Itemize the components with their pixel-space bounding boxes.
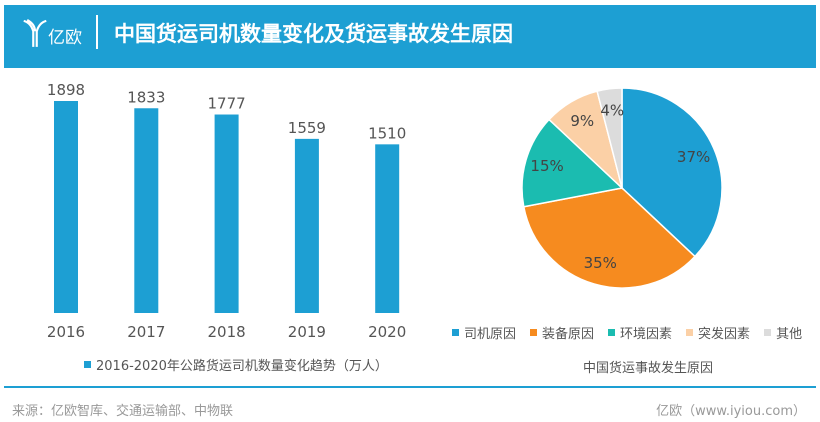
pie-slice-司机原因	[621, 87, 723, 258]
x-tick-label: 2017	[127, 323, 165, 341]
bar-2017	[134, 108, 159, 313]
page-title: 中国货运司机数量变化及货运事故发生原因	[114, 22, 513, 46]
legend-swatch	[686, 329, 694, 336]
pie-slice-label: 4%	[600, 102, 624, 120]
legend-label: 环境因素	[620, 327, 673, 342]
pie-slice-label: 37%	[677, 148, 710, 166]
site-note: 亿欧（www.iyiou.com）	[656, 404, 806, 419]
pie-slice-label: 9%	[570, 112, 594, 130]
pie-slice-label: 15%	[530, 157, 563, 175]
bar-legend-label: 2016-2020年公路货运司机数量变化趋势（万人）	[96, 359, 388, 374]
legend-label: 突发因素	[698, 327, 751, 342]
bar-value-label: 1777	[208, 95, 246, 113]
x-tick-label: 2020	[368, 323, 406, 341]
legend-item: 环境因素	[608, 323, 672, 342]
yiou-logo-icon	[23, 19, 47, 47]
pie-slice-label: 35%	[584, 254, 617, 272]
bar-2019	[294, 138, 319, 313]
pie-slice-其他	[596, 87, 623, 189]
header-bar	[4, 5, 816, 68]
legend-item: 其他	[764, 323, 802, 342]
bar-value-label: 1833	[127, 88, 165, 106]
x-tick-label: 2016	[47, 323, 85, 341]
legend-swatch	[84, 361, 91, 368]
bar-2018	[214, 114, 239, 313]
legend-swatch	[530, 329, 538, 336]
pie-slice-装备原因	[522, 187, 696, 289]
legend-item: 突发因素	[686, 323, 750, 342]
legend-item: 装备原因	[530, 323, 594, 342]
bar-value-label: 1898	[47, 81, 85, 99]
legend-swatch	[764, 329, 772, 336]
logo-text: 亿欧	[48, 28, 82, 48]
bar-value-label: 1510	[368, 124, 406, 142]
footer-divider	[4, 386, 816, 388]
legend-label: 其他	[776, 327, 803, 342]
legend-swatch	[452, 329, 459, 336]
pie-legend: 司机原因 装备原因 环境因素 突发因素 其他	[452, 323, 802, 342]
bar-legend: 2016-2020年公路货运司机数量变化趋势（万人）	[84, 355, 388, 374]
bar-2020	[375, 144, 400, 313]
legend-label: 司机原因	[464, 327, 517, 342]
legend-swatch	[608, 329, 616, 336]
x-tick-label: 2019	[288, 323, 326, 341]
bar-value-label: 1559	[288, 119, 326, 137]
bar-2016	[54, 101, 78, 313]
header-divider	[96, 15, 98, 49]
legend-label: 装备原因	[542, 327, 595, 342]
legend-item: 司机原因	[452, 323, 516, 342]
x-tick-label: 2018	[208, 323, 246, 341]
pie-slice-环境因素	[521, 118, 624, 208]
pie-title: 中国货运事故发生原因	[583, 361, 714, 376]
source-note: 来源：亿欧智库、交通运输部、中物联	[12, 404, 234, 419]
